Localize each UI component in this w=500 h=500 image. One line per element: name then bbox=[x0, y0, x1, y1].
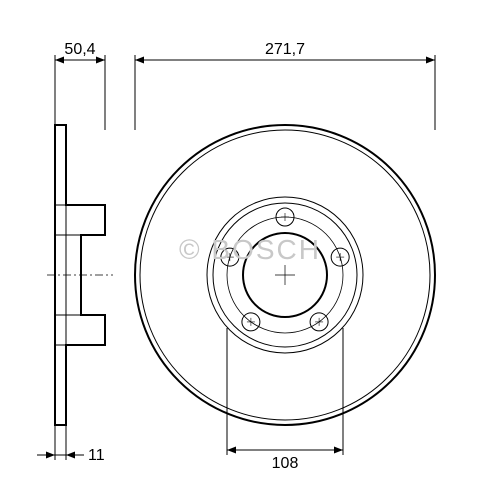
side-view bbox=[47, 125, 113, 425]
svg-text:108: 108 bbox=[272, 455, 299, 472]
dimensions: 271,7 108 50,4 11 bbox=[37, 41, 435, 472]
front-view bbox=[135, 125, 435, 425]
svg-text:11: 11 bbox=[88, 447, 105, 464]
svg-text:50,4: 50,4 bbox=[64, 41, 95, 58]
svg-text:271,7: 271,7 bbox=[265, 41, 305, 58]
